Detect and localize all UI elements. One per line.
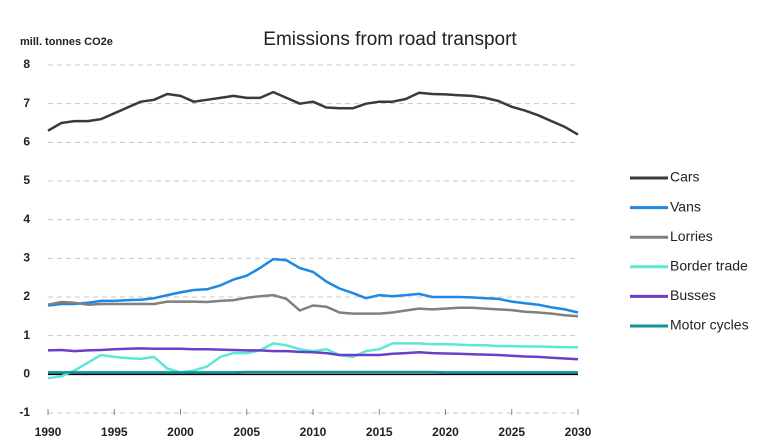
series-line <box>47 347 579 361</box>
y-tick-label: 7 <box>23 96 30 110</box>
y-tick-label: -1 <box>19 405 30 419</box>
legend-label: Lorries <box>670 228 713 244</box>
x-tick-label: 2015 <box>366 425 393 439</box>
legend-label: Busses <box>670 287 716 303</box>
x-tick-label: 2005 <box>233 425 260 439</box>
x-tick-label: 1990 <box>35 425 62 439</box>
y-axis-label: mill. tonnes CO2e <box>20 36 113 48</box>
legend-label: Border trade <box>670 258 748 274</box>
x-tick-label: 2025 <box>498 425 525 439</box>
x-tick-label: 1995 <box>101 425 128 439</box>
y-tick-label: 0 <box>23 367 30 381</box>
x-tick-label: 2020 <box>432 425 459 439</box>
legend-label: Cars <box>670 169 700 185</box>
legend-label: Motor cycles <box>670 317 749 333</box>
x-tick-label: 2000 <box>167 425 194 439</box>
x-tick-label: 2010 <box>300 425 327 439</box>
y-tick-label: 5 <box>23 173 30 187</box>
y-tick-label: 3 <box>23 251 30 265</box>
series-line <box>47 257 579 314</box>
y-tick-label: 8 <box>23 57 30 71</box>
y-tick-label: 1 <box>23 328 30 342</box>
y-tick-label: 4 <box>23 212 30 226</box>
x-tick-label: 2030 <box>565 425 592 439</box>
y-tick-label: 6 <box>23 135 30 149</box>
legend-label: Vans <box>670 198 701 214</box>
series-line <box>47 293 579 318</box>
series-line <box>47 90 579 136</box>
y-tick-label: 2 <box>23 289 30 303</box>
chart-title: Emissions from road transport <box>263 29 517 50</box>
